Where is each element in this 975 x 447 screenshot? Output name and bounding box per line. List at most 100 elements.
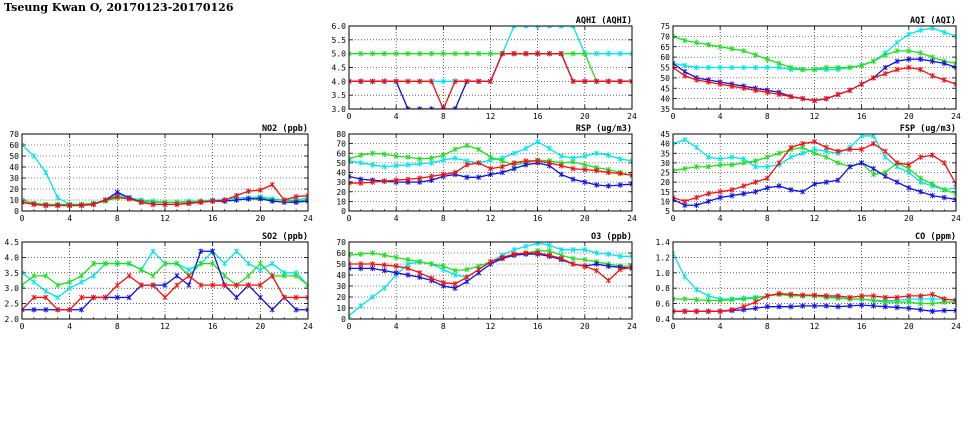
y-tick-label: 75 <box>660 22 670 31</box>
series-b-point <box>835 160 841 166</box>
series-a-point <box>741 64 747 71</box>
x-tick-label: 12 <box>810 112 820 121</box>
series-b-point <box>22 282 25 288</box>
series-b-point <box>102 260 108 267</box>
series-b-point <box>847 64 853 71</box>
series-c-point <box>417 106 423 109</box>
x-tick-label: 8 <box>441 112 446 121</box>
series-c-point <box>953 196 956 203</box>
series-c-point <box>393 270 399 276</box>
series-d-point <box>800 292 806 298</box>
series-a-point <box>43 169 49 176</box>
series-a-point <box>55 195 61 201</box>
series-d-point <box>717 308 723 315</box>
y-tick-label: 4.5 <box>332 64 347 73</box>
series-d-point <box>546 252 552 258</box>
series-d-point <box>546 50 552 57</box>
series-c-point <box>464 174 470 181</box>
series-a-point <box>558 26 564 29</box>
series-b-point <box>859 62 865 69</box>
series-a-point <box>764 163 770 170</box>
series-b-point <box>126 260 132 267</box>
series-d-point <box>186 273 192 279</box>
series-d-point <box>835 148 841 155</box>
series-b-point <box>370 50 376 57</box>
series-d-point <box>953 181 956 187</box>
x-tick-label: 0 <box>347 112 352 121</box>
x-tick-label: 24 <box>303 214 313 223</box>
x-tick-label: 12 <box>486 112 496 121</box>
series-c-point <box>906 305 912 312</box>
series-c-point <box>305 306 308 313</box>
x-tick-label: 12 <box>810 322 820 331</box>
series-d-point <box>138 282 144 288</box>
series-b-point <box>717 162 723 168</box>
x-tick-label: 16 <box>208 322 218 331</box>
series-d-point <box>906 64 912 71</box>
chart-title: CO (ppm) <box>915 232 956 242</box>
series-c-point <box>210 248 216 255</box>
series-a-point <box>440 157 446 163</box>
chart-title: SO2 (ppb) <box>262 232 308 242</box>
series-d-point <box>269 181 275 188</box>
series-a-line <box>673 27 956 71</box>
series-a-point <box>429 160 435 166</box>
series-a-point <box>941 29 947 36</box>
series-d-point <box>90 294 97 301</box>
series-c-point <box>918 56 924 62</box>
y-tick-label: 5.5 <box>332 36 347 45</box>
series-b-point <box>582 256 588 263</box>
series-d-point <box>257 187 263 193</box>
series-a-point <box>22 270 25 276</box>
series-b-point <box>464 266 470 273</box>
series-c-point <box>705 198 711 205</box>
series-b-point <box>953 60 956 67</box>
series-b-point <box>487 50 494 57</box>
plot-frame <box>348 133 633 212</box>
plot-frame <box>348 241 633 320</box>
series-b-point <box>694 163 700 170</box>
series-a-point <box>717 64 723 71</box>
series-b-point <box>694 296 700 303</box>
x-tick-label: 16 <box>857 112 867 121</box>
series-c-point <box>929 308 935 315</box>
series-d-point <box>405 176 411 183</box>
series-a-point <box>452 155 458 161</box>
y-tick-label: 25 <box>660 169 670 178</box>
series-c-point <box>811 181 818 187</box>
series-a-point <box>673 250 676 257</box>
series-b-point <box>906 299 912 305</box>
series-d-point <box>440 171 446 178</box>
series-c-point <box>941 194 947 201</box>
series-a-line <box>349 242 632 317</box>
series-a-point <box>31 153 37 159</box>
series-b-point <box>870 58 876 65</box>
series-d-point <box>349 180 352 186</box>
series-b-point <box>370 150 376 157</box>
series-b-point <box>929 300 935 307</box>
series-b-point <box>358 50 364 57</box>
series-d-point <box>673 194 676 201</box>
y-tick-label: 1.0 <box>656 269 671 278</box>
series-d-point <box>870 293 876 299</box>
y-tick-label: 4.0 <box>5 253 20 262</box>
series-b-point <box>476 146 482 153</box>
series-a-point <box>269 260 275 267</box>
series-a-point <box>629 50 632 57</box>
series-d-point <box>605 277 611 284</box>
series-d-point <box>741 303 747 310</box>
y-tick-label: 40 <box>336 271 346 280</box>
series-b-point <box>381 151 387 158</box>
y-tick-label: 65 <box>660 43 670 52</box>
series-d-point <box>43 294 49 301</box>
series-b-point <box>22 197 25 203</box>
series-d-point <box>705 190 711 197</box>
series-a-line <box>22 144 308 206</box>
series-b-point <box>417 156 423 162</box>
series-b-point <box>349 252 352 258</box>
x-tick-label: 12 <box>810 214 820 223</box>
series-group <box>349 242 632 319</box>
series-d-point <box>823 144 829 151</box>
